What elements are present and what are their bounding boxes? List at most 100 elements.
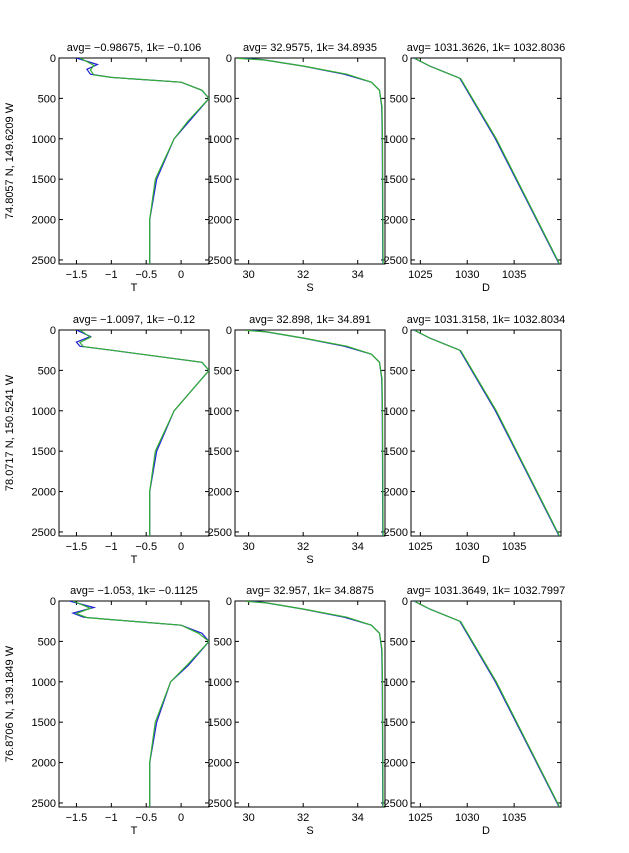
- x-tick-label: 0: [178, 269, 184, 281]
- y-tick-label: 500: [38, 636, 56, 648]
- x-tick-label: −1.5: [66, 541, 88, 553]
- x-tick-label: −1.5: [66, 269, 88, 281]
- x-axis-label: S: [306, 282, 313, 294]
- y-tick-label: 2000: [384, 215, 408, 227]
- y-tick-label: 2500: [208, 527, 232, 539]
- axes-frame: [234, 329, 386, 537]
- chart-title: avg= 1031.3626, 1k= 1032.8036: [407, 42, 565, 54]
- x-tick-label: −0.5: [135, 269, 157, 281]
- x-tick-label: 1030: [455, 541, 479, 553]
- x-tick-label: 1025: [408, 269, 432, 281]
- x-tick-label: 0: [178, 812, 184, 824]
- y-tick-label: 0: [50, 596, 56, 608]
- y-tick-label: 1500: [384, 717, 408, 729]
- x-tick-label: 1025: [408, 541, 432, 553]
- y-tick-label: 2000: [32, 758, 56, 770]
- y-tick-label: 0: [402, 596, 408, 608]
- series-line-1: [413, 601, 560, 807]
- axes-frame: [410, 600, 562, 808]
- x-axis-label: D: [482, 282, 490, 294]
- row-label-3: 76.8706 N, 139.1849 W: [4, 645, 16, 762]
- row-label-1: 74.8057 N, 149.6209 W: [4, 102, 16, 219]
- series-line-2: [72, 601, 209, 807]
- y-tick-label: 0: [402, 325, 408, 337]
- y-tick-label: 500: [214, 636, 232, 648]
- y-tick-label: 2000: [384, 758, 408, 770]
- y-tick-label: 2000: [208, 215, 232, 227]
- chart-title: avg= 1031.3158, 1k= 1032.8034: [407, 314, 565, 326]
- y-tick-label: 1000: [208, 134, 232, 146]
- series-line-2: [79, 58, 209, 264]
- y-tick-label: 1500: [384, 174, 408, 186]
- x-tick-label: 1035: [502, 269, 526, 281]
- x-axis-label: T: [131, 825, 138, 837]
- y-tick-label: 1000: [32, 677, 56, 689]
- y-tick-label: 1000: [384, 677, 408, 689]
- y-tick-label: 1500: [208, 717, 232, 729]
- series-line-1: [237, 58, 384, 264]
- chart-panel-8: avg= 32.957, 1k= 34.8875 0 500 1000 1500 2000…: [208, 585, 386, 837]
- series-line-1: [76, 58, 209, 264]
- x-tick-label: 1035: [502, 812, 526, 824]
- series-line-2: [414, 330, 561, 536]
- x-tick-label: 30: [243, 269, 255, 281]
- series-line-1: [413, 58, 560, 264]
- y-tick-label: 0: [402, 53, 408, 65]
- y-tick-label: 2500: [384, 798, 408, 810]
- x-axis-label: S: [306, 554, 313, 566]
- series-line-1: [248, 330, 384, 536]
- y-tick-label: 2500: [384, 527, 408, 539]
- y-tick-label: 0: [50, 325, 56, 337]
- series-line-1: [413, 330, 560, 536]
- y-tick-label: 2500: [32, 527, 56, 539]
- y-tick-label: 2500: [384, 255, 408, 267]
- y-tick-label: 0: [226, 53, 232, 65]
- x-tick-label: 32: [297, 269, 309, 281]
- y-tick-label: 1500: [32, 174, 56, 186]
- y-tick-label: 1500: [32, 446, 56, 458]
- axes-frame: [58, 57, 210, 265]
- axes-frame: [410, 329, 562, 537]
- x-tick-label: 30: [243, 541, 255, 553]
- y-tick-label: 2000: [32, 215, 56, 227]
- x-tick-label: −1.5: [66, 812, 88, 824]
- x-tick-label: 34: [352, 541, 364, 553]
- y-tick-label: 2500: [208, 798, 232, 810]
- y-tick-label: 2500: [32, 255, 56, 267]
- chart-title: avg= −1.0097, 1k= −0.12: [73, 314, 195, 326]
- x-axis-label: T: [131, 554, 138, 566]
- chart-panel-5: avg= 32.898, 1k= 34.891 0 500 1000 1500 2000 2…: [208, 314, 386, 566]
- x-tick-label: −1: [105, 269, 118, 281]
- y-tick-label: 1000: [208, 677, 232, 689]
- x-tick-label: 1030: [455, 269, 479, 281]
- y-tick-label: 1000: [32, 406, 56, 418]
- y-tick-label: 0: [226, 325, 232, 337]
- series-line-2: [78, 330, 209, 536]
- axes-frame: [58, 600, 210, 808]
- chart-title: avg= 32.9575, 1k= 34.8935: [243, 42, 377, 54]
- series-line-2: [245, 330, 384, 536]
- y-tick-label: 500: [390, 365, 408, 377]
- y-tick-label: 500: [390, 636, 408, 648]
- y-tick-label: 2000: [208, 758, 232, 770]
- chart-title: avg= 32.957, 1k= 34.8875: [246, 585, 374, 597]
- x-tick-label: 0: [178, 541, 184, 553]
- y-tick-label: 500: [214, 365, 232, 377]
- y-tick-label: 2500: [208, 255, 232, 267]
- x-axis-label: S: [306, 825, 313, 837]
- chart-title: avg= −1.053, 1k= −0.1125: [70, 585, 198, 597]
- y-tick-label: 1500: [384, 446, 408, 458]
- x-tick-label: 32: [297, 541, 309, 553]
- axes-frame: [234, 57, 386, 265]
- y-tick-label: 2500: [32, 798, 56, 810]
- x-axis-label: D: [482, 825, 490, 837]
- y-tick-label: 1000: [208, 406, 232, 418]
- x-tick-label: 34: [352, 269, 364, 281]
- series-line-2: [414, 601, 561, 807]
- x-tick-label: −1: [105, 812, 118, 824]
- x-tick-label: −0.5: [135, 541, 157, 553]
- x-axis-label: D: [482, 554, 490, 566]
